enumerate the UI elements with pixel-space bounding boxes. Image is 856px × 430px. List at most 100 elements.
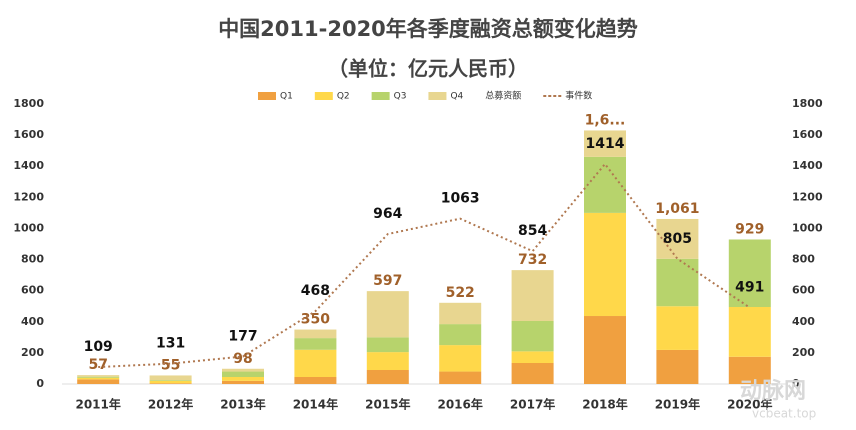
line-label: 131	[156, 336, 185, 352]
bar-segment	[222, 380, 264, 384]
legend-label: 事件数	[565, 90, 592, 102]
bar-segment	[439, 324, 482, 346]
bar-segment	[294, 338, 337, 350]
line-label: 109	[84, 339, 113, 355]
chart-title: 中国2011-2020年各季度融资总额变化趋势	[218, 17, 638, 41]
legend-swatch	[428, 92, 447, 100]
bar-segment	[584, 212, 626, 317]
bar-segment	[511, 363, 554, 384]
line-label: 1063	[441, 191, 480, 207]
chart-subtitle: （单位：亿元人民币）	[328, 57, 528, 81]
line-label: 177	[228, 328, 257, 344]
bar-segment	[511, 321, 554, 352]
y2-tick-label: 800	[792, 253, 815, 266]
y2-tick-label: 1200	[792, 190, 823, 203]
line-label: 964	[373, 206, 402, 222]
x-tick-label: 2017年	[510, 397, 555, 412]
y-tick-label: 0	[36, 377, 44, 390]
bar-segment	[222, 368, 264, 372]
total-label: 522	[446, 285, 475, 301]
watermark: 动脉网	[740, 379, 806, 404]
y-tick-label: 1800	[13, 97, 44, 110]
bar-segment	[366, 370, 409, 384]
bar-segment	[149, 383, 192, 384]
legend-label: Q4	[450, 92, 463, 102]
bar-segment	[728, 356, 771, 384]
bar-segment	[728, 307, 771, 357]
bar-segment	[149, 375, 192, 381]
x-tick-label: 2011年	[75, 397, 120, 412]
y-tick-label: 400	[21, 315, 44, 328]
line-label: 1414	[586, 136, 625, 152]
y-tick-label: 1000	[13, 221, 44, 234]
legend-swatch	[258, 92, 276, 100]
y2-tick-label: 400	[792, 315, 815, 328]
bar-segment	[439, 345, 482, 372]
x-tick-label: 2018年	[582, 397, 627, 412]
bar-segment	[656, 218, 699, 259]
total-label: 732	[518, 252, 547, 268]
bar-segment	[366, 337, 409, 353]
bar-segment	[656, 306, 699, 350]
total-label: 98	[233, 351, 252, 367]
bar-segment	[366, 352, 409, 370]
event-line	[98, 162, 751, 369]
bar-segment	[511, 351, 554, 363]
total-label: 1,061	[655, 201, 699, 217]
x-tick-label: 2020年	[727, 397, 772, 412]
y-tick-label: 1600	[13, 128, 44, 141]
total-label: 1,6...	[585, 112, 626, 128]
line-label: 805	[663, 231, 692, 247]
y-tick-label: 1200	[13, 190, 44, 203]
bar-segment	[656, 258, 699, 307]
bar-segment	[439, 371, 482, 384]
line-label: 854	[518, 223, 547, 239]
bar-segment	[294, 329, 337, 339]
bar-segment	[149, 380, 192, 384]
x-tick-label: 2014年	[293, 397, 338, 412]
total-label: 929	[735, 221, 764, 237]
bar-segment	[77, 377, 120, 380]
bar-segment	[584, 316, 626, 384]
legend-label: Q1	[280, 92, 293, 102]
legend-swatch	[371, 92, 390, 100]
bar-segment	[656, 349, 699, 384]
bar-segment	[366, 291, 409, 338]
x-tick-label: 2019年	[655, 397, 700, 412]
x-tick-label: 2013年	[220, 397, 265, 412]
watermark: vcbeat.top	[752, 407, 816, 421]
legend-label: Q3	[394, 92, 407, 102]
y-tick-label: 1400	[13, 159, 44, 172]
line-label: 468	[301, 283, 330, 299]
x-tick-label: 2016年	[437, 397, 482, 412]
total-label: 597	[373, 273, 402, 289]
total-label: 55	[161, 357, 180, 373]
y-tick-label: 200	[21, 346, 44, 359]
bar-segment	[294, 349, 337, 377]
y2-tick-label: 0	[792, 377, 800, 390]
y-tick-label: 800	[21, 253, 44, 266]
bar-segment	[77, 376, 120, 378]
y-tick-label: 600	[21, 284, 44, 297]
legend-label: 总募资额	[485, 90, 521, 102]
bar-segment	[584, 130, 626, 157]
bar-segment	[511, 270, 554, 321]
total-label: 57	[88, 357, 107, 373]
y2-tick-label: 1600	[792, 128, 823, 141]
legend-swatch	[314, 92, 333, 100]
line-label: 491	[735, 280, 764, 296]
bar-segment	[222, 377, 264, 381]
bar-segment	[222, 371, 264, 377]
x-tick-label: 2012年	[148, 397, 193, 412]
bar-segment	[439, 302, 482, 325]
y2-tick-label: 1400	[792, 159, 823, 172]
bar-segment	[728, 239, 771, 307]
legend-label: Q2	[337, 92, 350, 102]
bar-segment	[149, 380, 192, 381]
y2-tick-label: 1000	[792, 221, 823, 234]
x-tick-label: 2015年	[365, 397, 410, 412]
bar-segment	[294, 377, 337, 384]
total-label: 350	[301, 312, 330, 328]
y2-tick-label: 200	[792, 346, 815, 359]
